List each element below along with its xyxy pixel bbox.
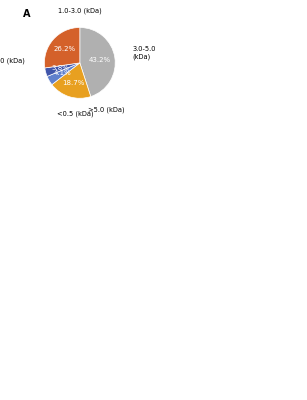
Text: 3.0-5.0
(kDa): 3.0-5.0 (kDa) [132,46,156,60]
Text: 18.7%: 18.7% [63,80,85,86]
Text: <0.5 (kDa): <0.5 (kDa) [57,111,94,117]
Text: >5.0 (kDa): >5.0 (kDa) [88,106,125,112]
Wedge shape [45,63,80,76]
Text: 3.8%: 3.8% [51,65,69,71]
Wedge shape [52,63,91,98]
Text: 1.0-3.0 (kDa): 1.0-3.0 (kDa) [58,8,102,14]
Wedge shape [80,28,115,96]
Text: 0.5-1.0 (kDa): 0.5-1.0 (kDa) [0,58,25,64]
Text: 4.1%: 4.1% [53,70,71,76]
Text: A: A [22,9,30,19]
Text: 26.2%: 26.2% [53,46,75,52]
Text: 43.2%: 43.2% [89,57,111,63]
Wedge shape [47,63,80,85]
Wedge shape [45,28,80,68]
